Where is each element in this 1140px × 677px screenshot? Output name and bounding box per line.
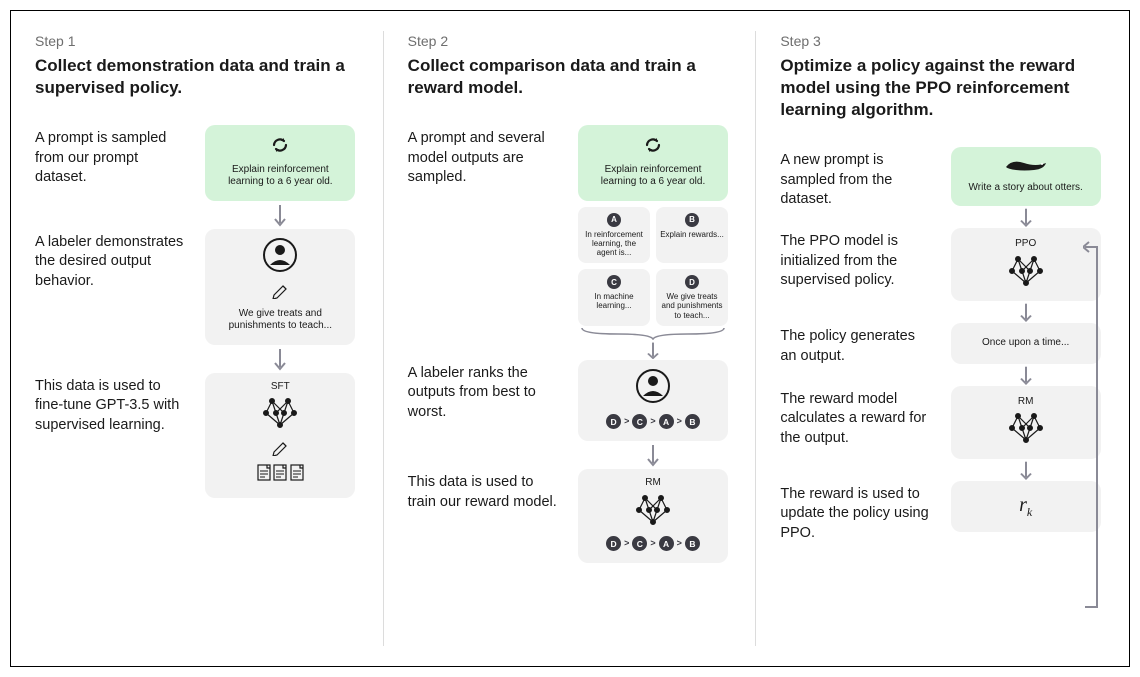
- step3-output-card: Once upon a time...: [951, 323, 1101, 364]
- step1-label: Step 1: [35, 33, 360, 49]
- step3-rm-card: RM: [951, 386, 1101, 459]
- neural-net-icon: [959, 253, 1093, 292]
- step3-desc3: The policy generates an output.: [780, 323, 930, 366]
- pencil-icon: [213, 281, 347, 304]
- step1-title: Collect demonstration data and train a s…: [35, 55, 360, 99]
- step2-ranker-card: D> C> A> B: [578, 360, 728, 442]
- step3-ppo-card: PPO: [951, 228, 1101, 301]
- step2-column: Step 2 Collect comparison data and train…: [384, 11, 757, 666]
- cycle-icon: [586, 135, 720, 160]
- step2-prompt-text: Explain reinforcement learning to a 6 ye…: [586, 164, 720, 189]
- step1-column: Step 1 Collect demonstration data and tr…: [11, 11, 384, 666]
- ranking-line: D> C> A> B: [586, 536, 720, 551]
- step2-rm-card: RM D> C> A> B: [578, 469, 728, 563]
- step3-label: Step 3: [780, 33, 1105, 49]
- step1-desc3: This data is used to fine-tune GPT-3.5 w…: [35, 373, 185, 436]
- step3-rm-label: RM: [959, 396, 1093, 409]
- person-icon: [586, 368, 720, 409]
- step1-desc1: A prompt is sampled from our prompt data…: [35, 125, 185, 188]
- sample-b: BExplain rewards...: [656, 207, 728, 264]
- neural-net-icon: [586, 492, 720, 531]
- arrow-down-icon: [272, 345, 288, 373]
- step2-prompt-card: Explain reinforcement learning to a 6 ye…: [578, 125, 728, 201]
- docs-icon: [213, 464, 347, 486]
- step3-prompt-text: Write a story about otters.: [959, 182, 1093, 195]
- step1-labeler-output: We give treats and punishments to teach.…: [213, 308, 347, 333]
- step3-gen-output: Once upon a time...: [959, 337, 1093, 350]
- sample-a: AIn reinforcement learning, the agent is…: [578, 207, 650, 264]
- step3-desc5: The reward is used to update the policy …: [780, 481, 930, 544]
- sample-d: DWe give treats and punishments to teach…: [656, 269, 728, 326]
- step1-model-label: SFT: [213, 381, 347, 394]
- arrow-down-icon: [645, 340, 661, 360]
- step2-title: Collect comparison data and train a rewa…: [408, 55, 733, 99]
- arrow-down-icon: [1018, 459, 1034, 481]
- step2-model-label: RM: [586, 477, 720, 490]
- step1-desc2: A labeler demonstrates the desired outpu…: [35, 229, 185, 292]
- step2-desc2: A labeler ranks the outputs from best to…: [408, 360, 558, 423]
- step1-labeler-card: We give treats and punishments to teach.…: [205, 229, 355, 345]
- cycle-icon: [213, 135, 347, 160]
- rlhf-diagram: Step 1 Collect demonstration data and tr…: [10, 10, 1130, 667]
- person-icon: [213, 237, 347, 278]
- reward-symbol: rk: [1019, 494, 1032, 516]
- step3-ppo-label: PPO: [959, 238, 1093, 251]
- arrow-down-icon: [272, 201, 288, 229]
- curly-brace-icon: [578, 326, 728, 340]
- step2-samples-grid: AIn reinforcement learning, the agent is…: [578, 207, 728, 326]
- step1-sft-card: SFT: [205, 373, 355, 498]
- step3-desc4: The reward model calculates a reward for…: [780, 386, 930, 449]
- step1-prompt-card: Explain reinforcement learning to a 6 ye…: [205, 125, 355, 201]
- step3-title: Optimize a policy against the reward mod…: [780, 55, 1105, 121]
- step3-column: Step 3 Optimize a policy against the rew…: [756, 11, 1129, 666]
- ranking-line: D> C> A> B: [586, 414, 720, 429]
- pencil-icon: [213, 438, 347, 461]
- arrow-down-icon: [1018, 364, 1034, 386]
- arrow-down-icon: [645, 441, 661, 469]
- neural-net-icon: [959, 410, 1093, 449]
- step3-desc2: The PPO model is initialized from the su…: [780, 228, 930, 291]
- neural-net-icon: [213, 395, 347, 434]
- step2-desc3: This data is used to train our reward mo…: [408, 469, 558, 512]
- step3-desc1: A new prompt is sampled from the dataset…: [780, 147, 930, 210]
- step1-prompt-text: Explain reinforcement learning to a 6 ye…: [213, 164, 347, 189]
- sample-c: CIn machine learning...: [578, 269, 650, 326]
- step3-prompt-card: Write a story about otters.: [951, 147, 1101, 206]
- step3-reward-card: rk: [951, 481, 1101, 532]
- otter-icon: [959, 157, 1093, 178]
- arrow-down-icon: [1018, 301, 1034, 323]
- step2-label: Step 2: [408, 33, 733, 49]
- step2-desc1: A prompt and several model outputs are s…: [408, 125, 558, 188]
- arrow-down-icon: [1018, 206, 1034, 228]
